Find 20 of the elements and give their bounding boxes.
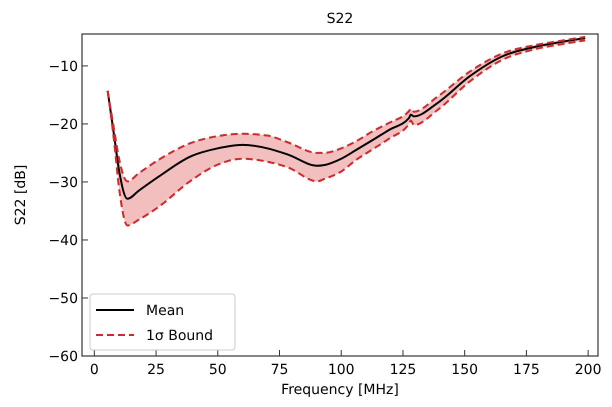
x-axis-title: Frequency [MHz] <box>281 382 399 398</box>
y-tick-label: −10 <box>48 58 78 75</box>
x-tick-label: 0 <box>90 362 99 378</box>
y-tick-label: −20 <box>48 116 78 133</box>
x-tick-label: 200 <box>574 362 602 378</box>
y-tick-label: −60 <box>48 349 78 365</box>
x-tick-label: 150 <box>451 362 478 378</box>
y-tick-label: −30 <box>48 174 78 191</box>
legend-label: Mean <box>146 303 184 319</box>
x-tick-label: 50 <box>208 362 227 378</box>
x-tick-label: 100 <box>328 362 355 378</box>
y-tick-label: −50 <box>48 290 78 307</box>
x-tick-label: 125 <box>390 362 416 378</box>
chart-title: S22 <box>326 11 354 27</box>
x-tick-label: 175 <box>513 362 540 378</box>
y-tick-label: −40 <box>48 232 78 249</box>
x-tick-label: 75 <box>270 362 288 378</box>
x-tick-label: 25 <box>147 362 165 378</box>
legend-label: 1σ Bound <box>146 328 214 344</box>
y-axis-title: S22 [dB] <box>13 164 29 226</box>
